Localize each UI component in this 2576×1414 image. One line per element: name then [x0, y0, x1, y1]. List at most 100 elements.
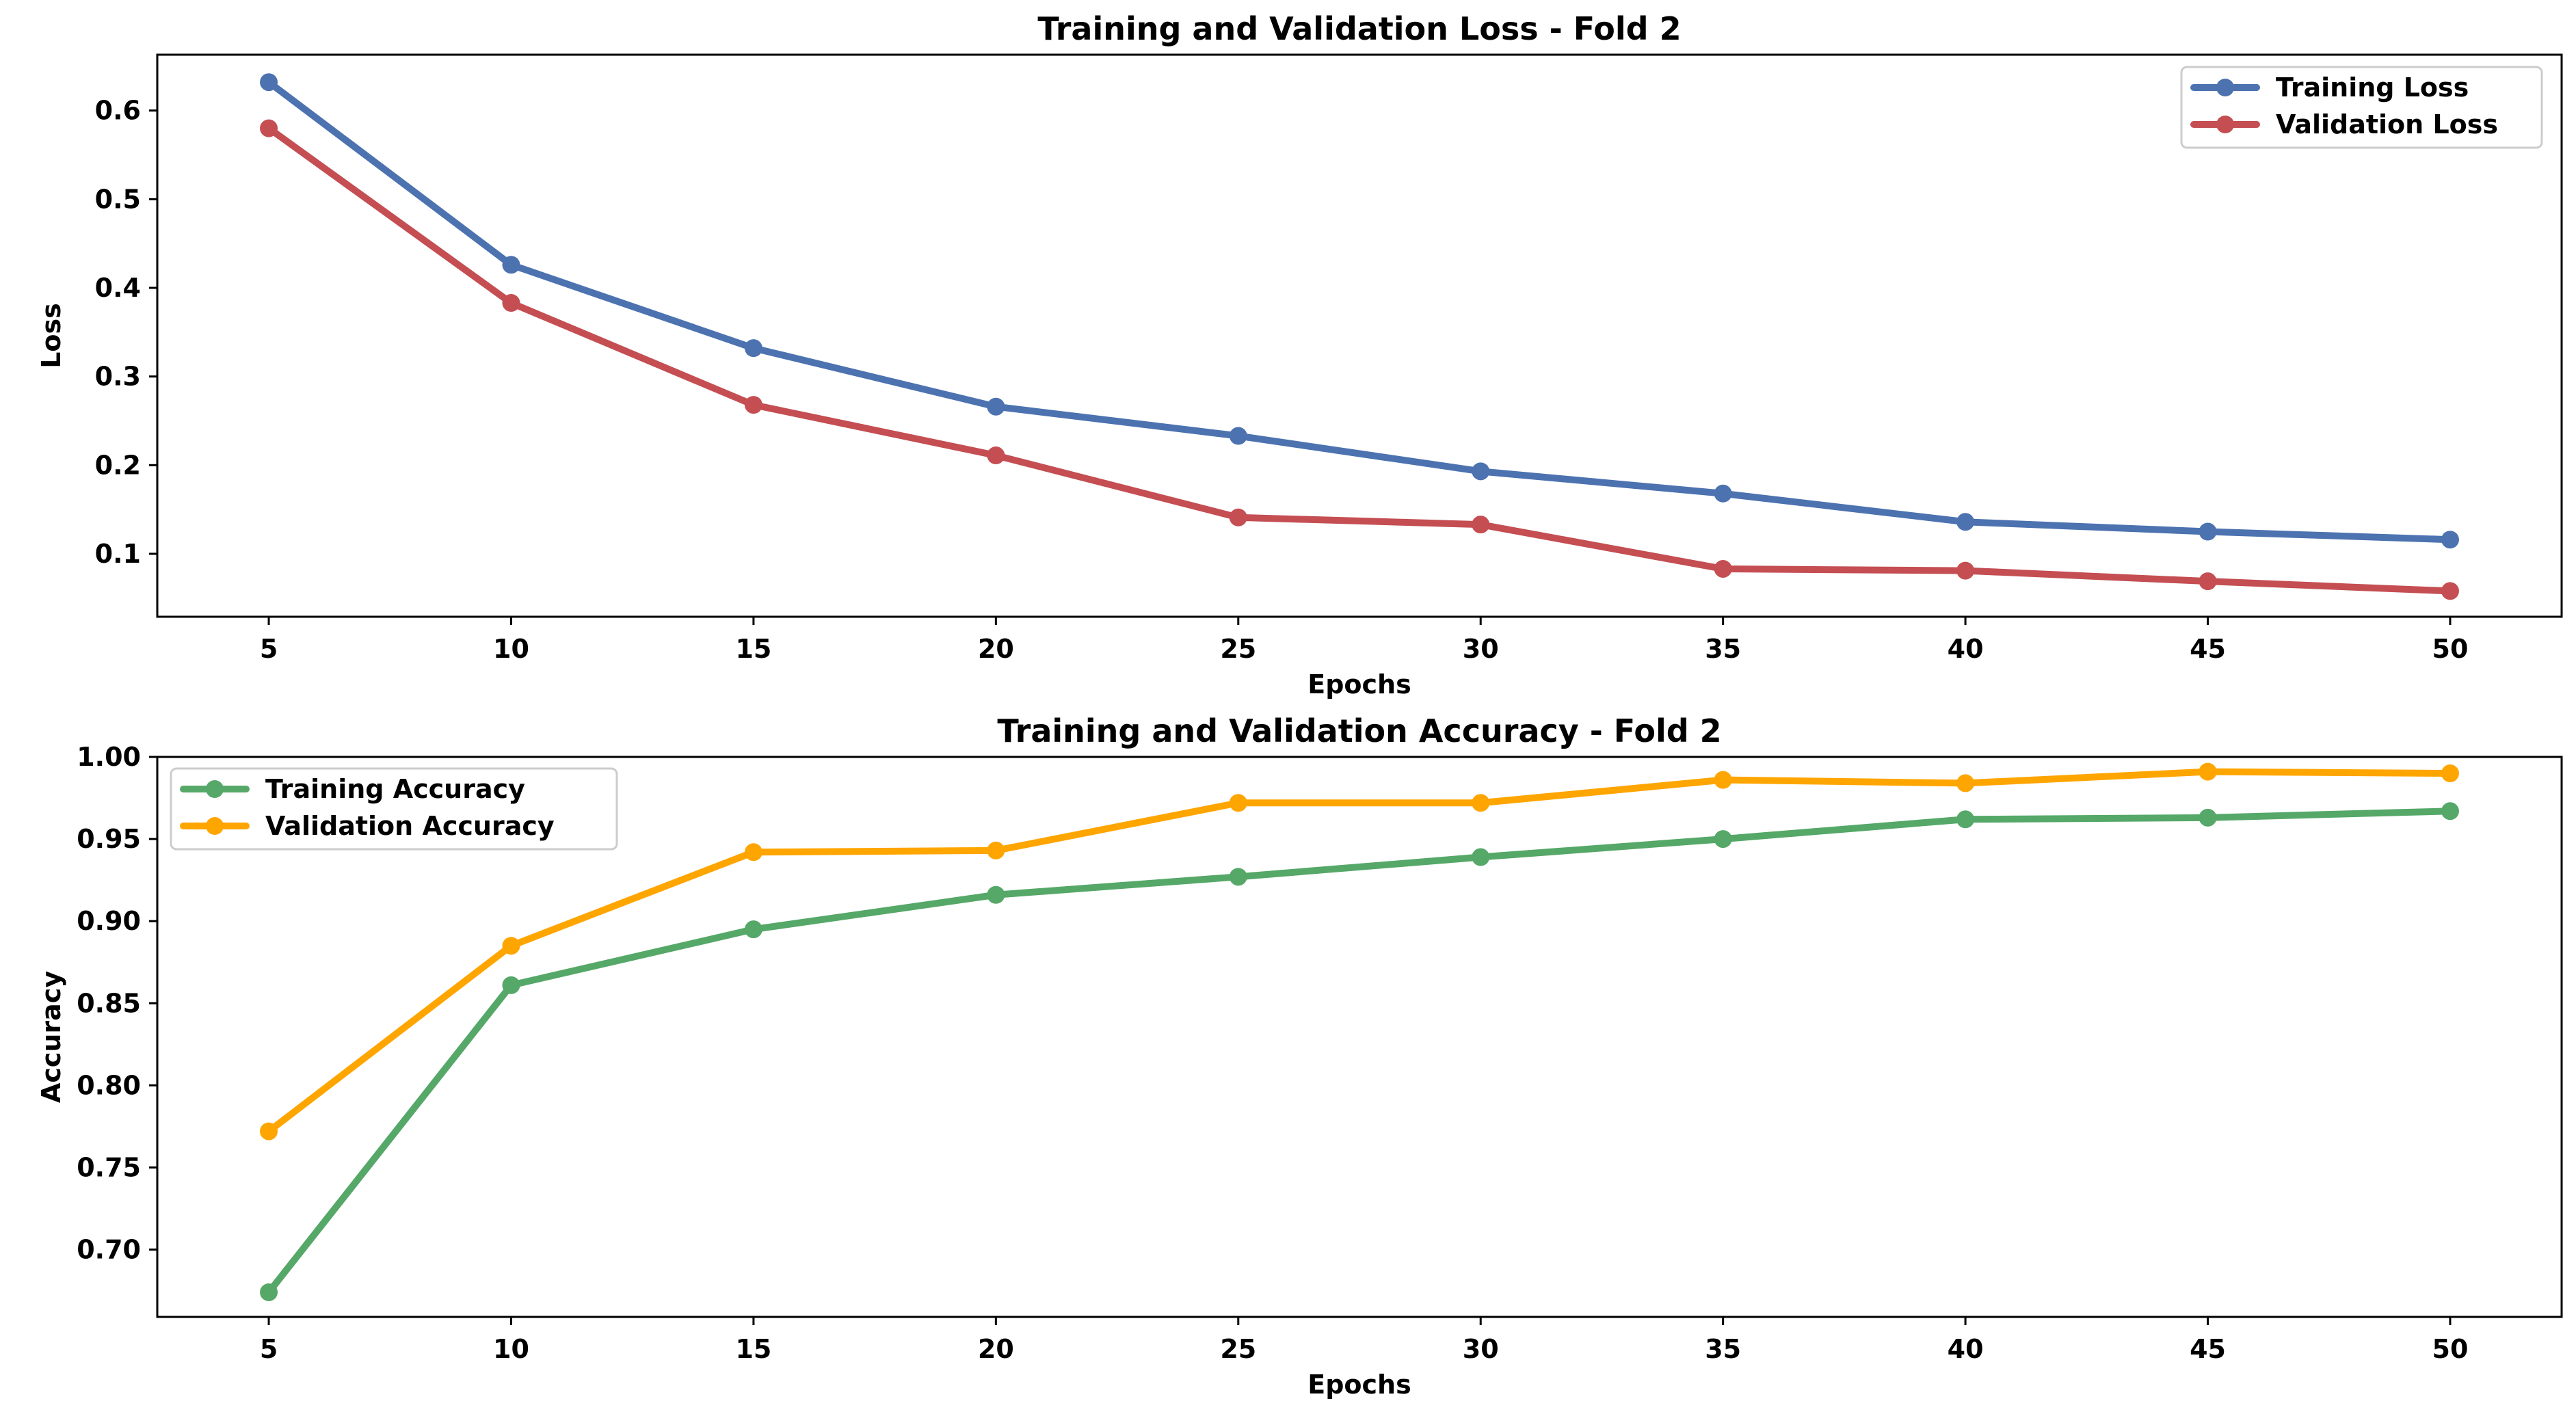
data-point	[987, 397, 1005, 416]
x-tick-label: 50	[2432, 1334, 2469, 1364]
data-point	[2441, 531, 2459, 549]
data-point	[1714, 771, 1732, 789]
x-tick-label: 20	[978, 634, 1014, 664]
chart-panel-1: Training and Validation Loss - Fold 2 5 10…	[36, 10, 2563, 699]
data-point	[2441, 764, 2459, 783]
data-point	[260, 73, 278, 92]
x-tick-label: 45	[2190, 634, 2226, 664]
x-tick-label: 5	[260, 634, 278, 664]
data-point	[1714, 830, 1732, 849]
y-tick-label: 0.5	[95, 184, 141, 214]
data-point	[260, 1283, 278, 1301]
x-tick-label: 25	[1220, 634, 1256, 664]
series-line	[265, 79, 2454, 544]
series-validation-loss	[260, 119, 2459, 600]
data-point	[2199, 808, 2217, 827]
y-tick-label: 0.70	[77, 1235, 141, 1265]
data-point	[987, 446, 1005, 465]
data-point	[2441, 802, 2459, 821]
legend: Training Loss Validation Loss	[2180, 66, 2543, 149]
legend-swatch-marker	[2216, 79, 2234, 96]
data-point	[2199, 572, 2217, 591]
chart-panel-2: Training and Validation Accuracy - Fold …	[36, 712, 2563, 1400]
x-axis-label: Epochs	[1307, 1370, 1411, 1400]
legend-box	[170, 767, 618, 851]
x-tick-label: 50	[2432, 634, 2469, 664]
data-point	[1472, 462, 1490, 481]
x-tick-label: 5	[260, 1334, 278, 1364]
x-tick-label: 40	[1948, 634, 1984, 664]
y-axis-label: Loss	[36, 303, 66, 369]
data-point	[744, 920, 762, 939]
x-tick-label: 10	[493, 634, 529, 664]
x-tick-label: 15	[735, 634, 771, 664]
plot-area-frame	[156, 756, 2563, 1318]
data-point	[1956, 513, 1975, 531]
x-axis-label: Epochs	[1307, 669, 1411, 699]
data-point	[502, 937, 520, 955]
x-tick-label: 30	[1463, 1334, 1499, 1364]
series-validation-accuracy	[260, 762, 2459, 1140]
data-point	[2199, 762, 2217, 781]
y-tick-label: 0.4	[95, 273, 141, 303]
legend-entry-label: Validation Accuracy	[265, 811, 555, 841]
x-tick-label: 40	[1948, 1334, 1984, 1364]
y-tick-label: 0.90	[77, 906, 141, 936]
series-line	[265, 768, 2454, 1135]
legend: Training Accuracy Validation Accuracy	[170, 767, 618, 851]
data-point	[1472, 516, 1490, 534]
series-line	[265, 808, 2454, 1296]
x-tick-label: 15	[735, 1334, 771, 1364]
x-tick-label: 30	[1463, 634, 1499, 664]
x-tick-label: 45	[2190, 1334, 2226, 1364]
y-axis-label: Accuracy	[36, 971, 66, 1103]
data-point	[1472, 848, 1490, 866]
series-training-accuracy	[260, 802, 2459, 1301]
chart-title: Training and Validation Loss - Fold 2	[1037, 10, 1681, 47]
data-point	[1956, 810, 1975, 829]
x-tick-label: 35	[1705, 634, 1741, 664]
data-point	[2441, 582, 2459, 600]
data-point	[744, 843, 762, 862]
data-point	[744, 396, 762, 414]
legend-swatch-marker	[2216, 116, 2234, 133]
data-point	[1229, 508, 1247, 526]
series-line	[265, 124, 2454, 595]
data-point	[744, 339, 762, 358]
y-tick-label: 0.2	[95, 450, 141, 480]
y-tick-label: 0.85	[77, 988, 141, 1018]
x-tick-label: 20	[978, 1334, 1014, 1364]
legend-entry-label: Training Accuracy	[265, 774, 525, 804]
data-point	[1956, 561, 1975, 580]
data-point	[502, 976, 520, 994]
legend-swatch-marker	[206, 780, 224, 798]
data-point	[1714, 559, 1732, 578]
data-point	[1956, 774, 1975, 792]
legend-box	[2180, 66, 2543, 149]
y-tick-label: 1.00	[77, 742, 141, 772]
chart-title: Training and Validation Accuracy - Fold …	[997, 712, 1721, 749]
x-tick-label: 10	[493, 1334, 529, 1364]
data-point	[987, 885, 1005, 904]
data-point	[1229, 427, 1247, 445]
y-tick-label: 0.80	[77, 1070, 141, 1100]
y-tick-label: 0.75	[77, 1152, 141, 1182]
y-tick-label: 0.3	[95, 362, 141, 392]
data-point	[1714, 484, 1732, 503]
x-tick-label: 35	[1705, 1334, 1741, 1364]
x-tick-label: 25	[1220, 1334, 1256, 1364]
plot-area-frame	[156, 53, 2563, 618]
y-tick-label: 0.95	[77, 824, 141, 854]
data-point	[502, 256, 520, 274]
data-point	[1229, 868, 1247, 886]
legend-entry-label: Validation Loss	[2276, 109, 2498, 139]
y-tick-label: 0.6	[95, 96, 141, 126]
series-training-loss	[260, 73, 2459, 549]
data-point	[1229, 794, 1247, 812]
data-point	[502, 294, 520, 312]
y-tick-label: 0.1	[95, 539, 141, 569]
data-point	[987, 841, 1005, 859]
legend-entry-label: Training Loss	[2276, 72, 2469, 103]
